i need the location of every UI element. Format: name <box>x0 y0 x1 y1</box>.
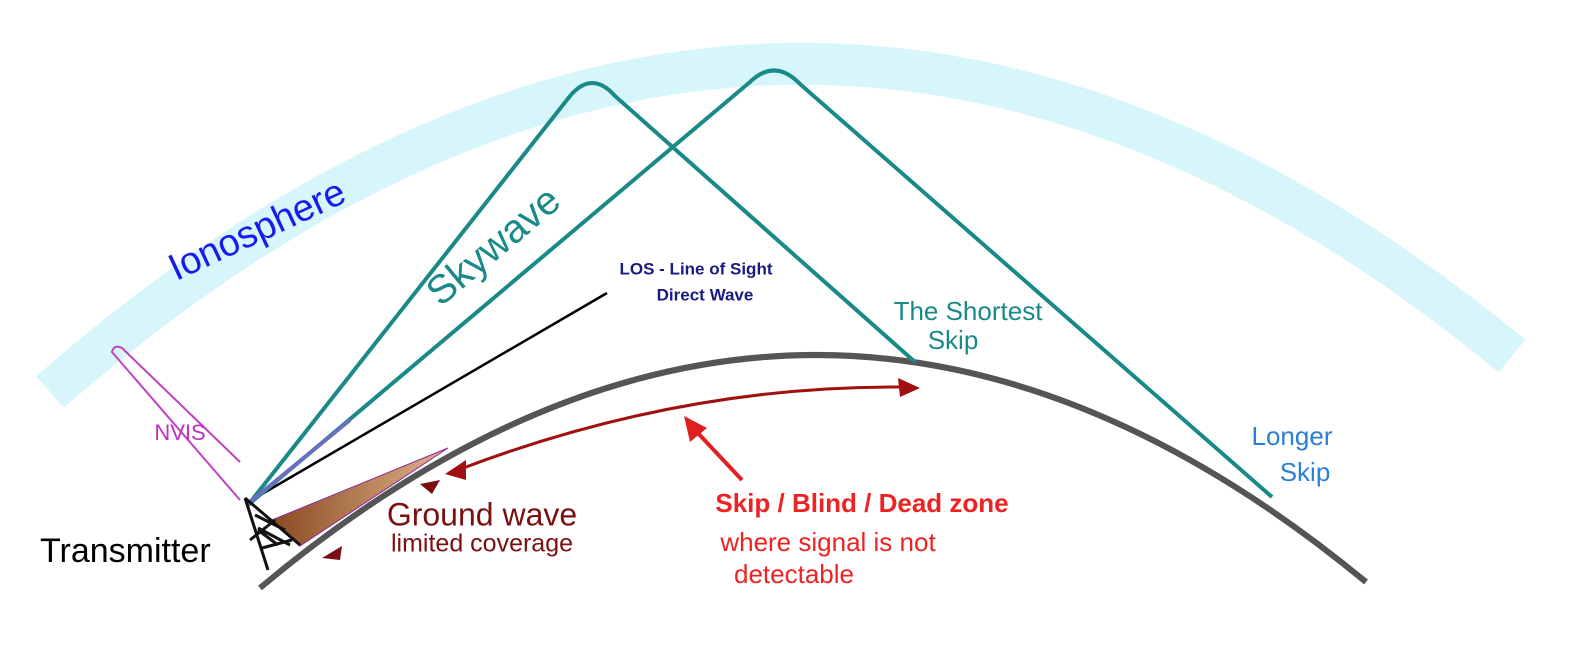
los-ray <box>261 291 608 496</box>
skip-zone-label: where signal is not <box>719 527 936 557</box>
earth-surface <box>258 352 1368 591</box>
ionosphere-label: Ionosphere <box>162 171 352 289</box>
arrowhead <box>322 546 342 560</box>
nvis-label: NVIS <box>154 420 205 445</box>
ground-wave-label: limited coverage <box>391 530 573 558</box>
nvis-lobe <box>110 345 241 501</box>
skip-zone-label: Skip / Blind / Dead zone <box>715 488 1008 518</box>
skip-zone-span <box>457 385 906 472</box>
skywave-base <box>248 418 352 504</box>
shortest-skip-label: Skip <box>928 325 979 355</box>
shortest-skip-label: The Shortest <box>894 296 1044 326</box>
longer-skip-label: Longer <box>1252 421 1333 451</box>
los-label: Direct Wave <box>657 285 754 304</box>
short-skywave <box>246 81 917 507</box>
transmitter-label: Transmitter <box>40 532 211 570</box>
longer-skip-label: Skip <box>1280 457 1331 487</box>
arrowhead <box>684 416 707 442</box>
transmitter-tower <box>243 496 301 571</box>
pointer-arrow <box>693 428 744 482</box>
long-skywave <box>246 68 1274 507</box>
ground-wave-label: Ground wave <box>387 496 577 532</box>
los-label: LOS - Line of Sight <box>620 259 773 278</box>
skywave-label: Skywave <box>418 178 569 315</box>
arrowhead <box>898 378 920 397</box>
arrowhead <box>445 460 466 480</box>
skip-zone-label: detectable <box>734 559 854 589</box>
arrowhead <box>420 480 440 494</box>
ionosphere-band <box>36 42 1526 408</box>
